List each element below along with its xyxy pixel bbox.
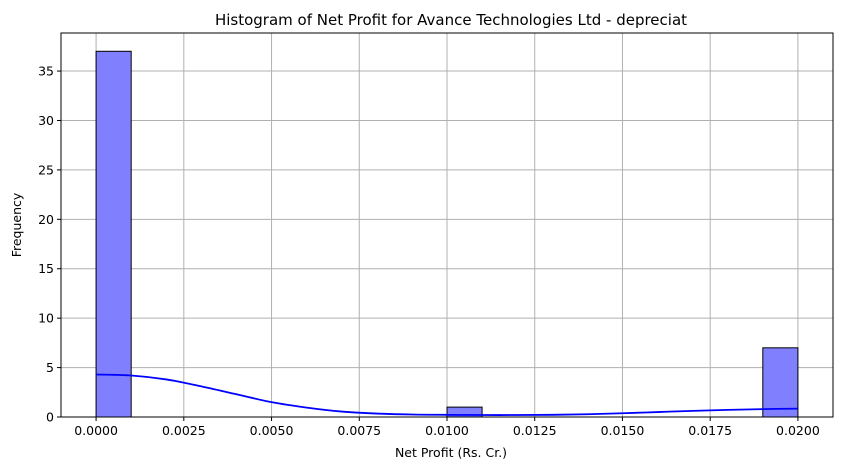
- x-tick-label: 0.0050: [250, 423, 294, 438]
- histogram-bar: [762, 347, 799, 418]
- x-tick-label: 0.0000: [74, 423, 118, 438]
- histogram-bar: [95, 50, 132, 418]
- x-tick-label: 0.0150: [601, 423, 645, 438]
- y-tick-label: 25: [38, 162, 54, 177]
- y-tick-label: 5: [46, 360, 54, 375]
- x-axis-label: Net Profit (Rs. Cr.): [395, 445, 507, 460]
- y-tick-label: 0: [46, 410, 54, 425]
- kde-line: [96, 373, 798, 416]
- y-axis-label: Frequency: [9, 192, 24, 257]
- x-tick-label: 0.0200: [776, 423, 820, 438]
- x-axis-ticks: 0.0000 0.0025 0.0050 0.0075 0.0100 0.0125 0.01…: [74, 417, 820, 438]
- x-tick-label: 0.0075: [337, 423, 381, 438]
- y-tick-label: 10: [38, 311, 54, 326]
- x-tick-label: 0.0025: [162, 423, 206, 438]
- x-tick-label: 0.0125: [513, 423, 557, 438]
- grid-lines: [61, 33, 833, 418]
- chart-title: Histogram of Net Profit for Avance Techn…: [215, 11, 687, 29]
- y-tick-label: 30: [38, 113, 54, 128]
- y-tick-label: 20: [38, 212, 54, 227]
- y-tick-label: 35: [38, 64, 54, 79]
- x-tick-label: 0.0175: [688, 423, 732, 438]
- y-tick-label: 15: [38, 261, 54, 276]
- x-tick-label: 0.0100: [425, 423, 469, 438]
- kde-curve-group: [96, 373, 798, 416]
- y-axis-ticks: 0 5 10 15 20 25 30 35: [38, 64, 61, 425]
